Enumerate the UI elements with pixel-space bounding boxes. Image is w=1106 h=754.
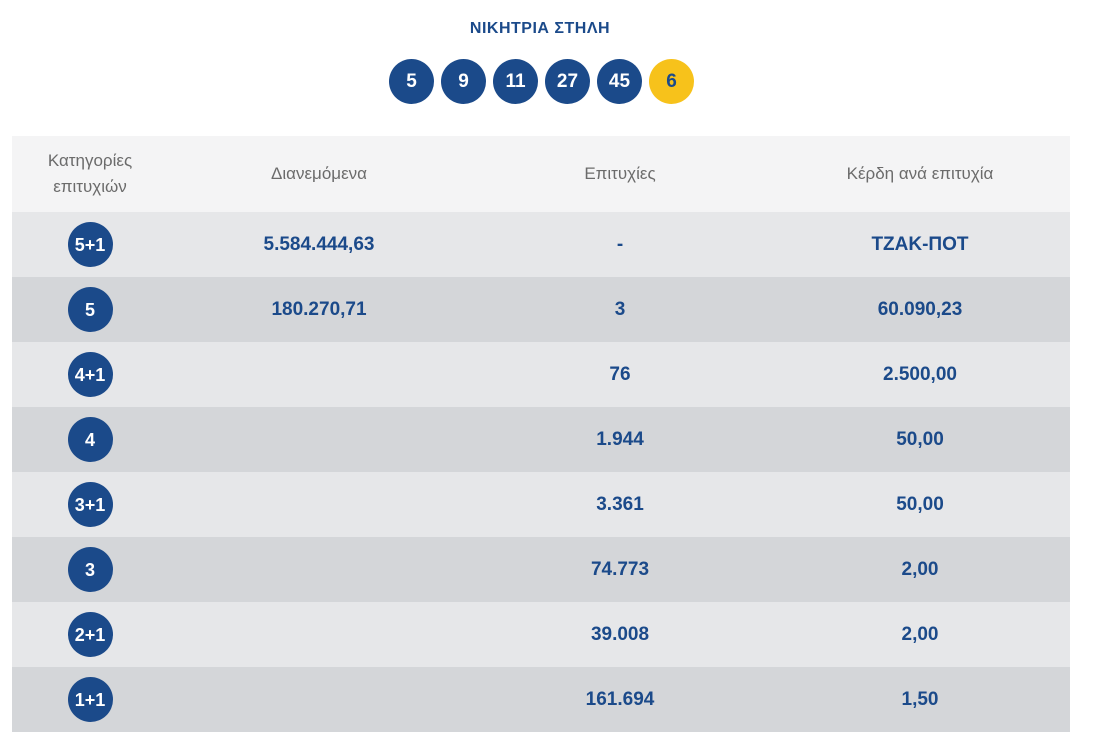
prize-table: Κατηγορίες επιτυχιών Διανεμόμενα Επιτυχί… [12, 136, 1070, 732]
header-distributed: Διανεμόμενα [271, 164, 367, 183]
header-categories: Κατηγορίες επιτυχιών [12, 148, 168, 200]
winners-cell: 76 [609, 363, 631, 385]
winners-cell: 3.361 [596, 493, 644, 515]
prize-cell: 2,00 [901, 558, 939, 580]
table-row: 5 180.270,71 3 60.090,23 [12, 277, 1070, 342]
table-row: 4+1 76 2.500,00 [12, 342, 1070, 407]
winners-cell: - [616, 233, 624, 255]
table-row: 1+1 161.694 1,50 [12, 667, 1070, 732]
header-categories-line1: Κατηγορίες [47, 151, 133, 170]
winners-cell: 39.008 [590, 623, 650, 645]
prize-cell: 2.500,00 [883, 363, 957, 385]
prize-cell: 50,00 [896, 428, 944, 450]
table-row: 3+1 3.361 50,00 [12, 472, 1070, 537]
category-badge: 4+1 [67, 352, 113, 397]
distributed-cell: 180.270,71 [271, 298, 367, 320]
bonus-number-ball: 6 [649, 59, 694, 104]
distributed-cell: 5.584.444,63 [263, 233, 375, 255]
category-badge: 5 [67, 287, 113, 332]
winning-number-ball: 9 [441, 59, 486, 104]
table-row: 3 74.773 2,00 [12, 537, 1070, 602]
table-header: Κατηγορίες επιτυχιών Διανεμόμενα Επιτυχί… [12, 136, 1070, 212]
category-badge: 3 [67, 547, 113, 592]
winners-cell: 1.944 [596, 428, 644, 450]
prize-cell: 60.090,23 [877, 298, 963, 320]
winners-cell: 3 [614, 298, 626, 320]
table-row: 5+1 5.584.444,63 - ΤΖΑΚ-ΠΟΤ [12, 212, 1070, 277]
table-row: 2+1 39.008 2,00 [12, 602, 1070, 667]
winning-number-ball: 5 [389, 59, 434, 104]
winners-cell: 74.773 [590, 558, 650, 580]
header-winners: Επιτυχίες [584, 164, 656, 183]
winning-column-title: ΝΙΚΗΤΡΙΑ ΣΤΗΛΗ [469, 20, 611, 37]
table-row: 4 1.944 50,00 [12, 407, 1070, 472]
category-badge: 5+1 [67, 222, 113, 267]
prize-cell: ΤΖΑΚ-ΠΟΤ [871, 233, 969, 255]
prize-cell: 1,50 [901, 688, 939, 710]
winners-cell: 161.694 [585, 688, 655, 710]
prize-cell: 2,00 [901, 623, 939, 645]
category-badge: 2+1 [67, 612, 113, 657]
winning-number-ball: 27 [545, 59, 590, 104]
header-prize: Κέρδη ανά επιτυχία [846, 164, 994, 183]
winning-number-ball: 11 [493, 59, 538, 104]
category-badge: 1+1 [67, 677, 113, 722]
winning-number-ball: 45 [597, 59, 642, 104]
prize-cell: 50,00 [896, 493, 944, 515]
category-badge: 4 [67, 417, 113, 462]
header-categories-line2: επιτυχιών [53, 177, 127, 196]
category-badge: 3+1 [67, 482, 113, 527]
winning-numbers: 5 9 11 27 45 6 [389, 59, 694, 104]
